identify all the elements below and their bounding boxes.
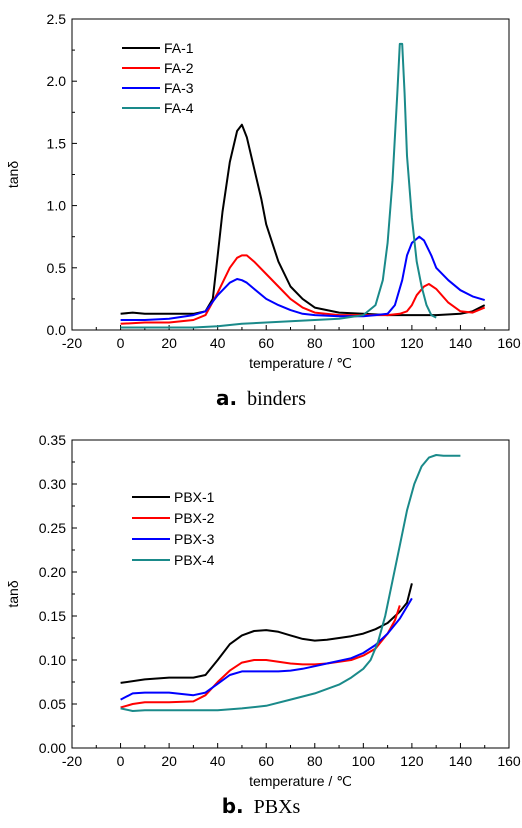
x-tick-label: 40: [210, 753, 226, 769]
x-tick-label: 0: [117, 335, 125, 351]
legend-label: FA-3: [164, 80, 194, 96]
legend-label: FA-4: [164, 100, 194, 116]
x-tick-label: 20: [161, 335, 177, 351]
y-tick-label: 1.5: [47, 135, 67, 151]
y-tick-label: 0.10: [39, 652, 66, 668]
series-line-pbx-3: [120, 597, 413, 701]
caption-a: a. binders: [0, 386, 522, 411]
series-line-fa-1: [120, 123, 486, 317]
caption-b: b. PBXs: [0, 794, 522, 819]
y-tick-label: 0.00: [39, 740, 66, 756]
x-tick-label: 100: [352, 335, 376, 351]
y-tick-label: 0.05: [39, 696, 66, 712]
legend-label: PBX-1: [174, 489, 215, 505]
x-tick-label: -20: [62, 753, 82, 769]
x-tick-label: 60: [258, 335, 274, 351]
x-tick-label: 80: [307, 335, 323, 351]
y-tick-label: 0.20: [39, 564, 66, 580]
x-tick-label: 20: [161, 753, 177, 769]
x-tick-label: -20: [62, 335, 82, 351]
y-tick-label: 0.25: [39, 520, 66, 536]
y-tick-label: 1.0: [47, 198, 67, 214]
y-tick-label: 0.35: [39, 432, 66, 448]
x-tick-label: 160: [497, 335, 521, 351]
series-line-fa-4: [120, 42, 437, 329]
series-line-pbx-1: [120, 583, 413, 684]
chart-a: -20 0 20 40 60 80 100 120 140 160 0.0 0.5 1.0 1.5 2.0 2…: [5, 11, 521, 371]
legend-label: PBX-3: [174, 531, 215, 547]
x-tick-label: 140: [449, 753, 473, 769]
series-line-pbx-4: [120, 454, 461, 712]
chart-b: -20 0 20 40 60 80 100 120 140 160 0.00 0.05 0.10 0.15…: [5, 432, 521, 789]
x-tick-label: 100: [352, 753, 376, 769]
x-tick-label: 0: [117, 753, 125, 769]
caption-b-letter: b.: [221, 794, 244, 818]
y-tick-label: 0.0: [47, 322, 67, 338]
plot-frame: [71, 18, 510, 331]
x-axis-label: temperature / ℃: [249, 355, 352, 371]
x-axis-label: temperature / ℃: [249, 773, 352, 789]
legend-label: PBX-4: [174, 552, 215, 568]
caption-a-letter: a.: [216, 386, 238, 410]
x-tick-label: 80: [307, 753, 323, 769]
caption-a-text: binders: [247, 388, 306, 410]
x-tick-label: 120: [400, 335, 424, 351]
y-axis-label: tanδ: [5, 580, 21, 607]
y-tick-label: 0.30: [39, 476, 66, 492]
y-tick-label: 2.5: [47, 11, 67, 27]
legend-label: FA-2: [164, 60, 194, 76]
legend-label: PBX-2: [174, 510, 215, 526]
legend-label: FA-1: [164, 40, 194, 56]
x-tick-label: 140: [449, 335, 473, 351]
series-line-fa-3: [120, 235, 485, 321]
y-tick-label: 2.0: [47, 73, 67, 89]
x-tick-label: 60: [258, 753, 274, 769]
x-tick-label: 120: [400, 753, 424, 769]
y-tick-label: 0.5: [47, 260, 67, 276]
plot-frame: [71, 439, 510, 749]
x-tick-label: 40: [210, 335, 226, 351]
x-tick-label: 160: [497, 753, 521, 769]
y-axis-label: tanδ: [5, 161, 21, 188]
series-line-pbx-2: [120, 605, 401, 709]
caption-b-text: PBXs: [253, 796, 301, 818]
y-tick-label: 0.15: [39, 608, 66, 624]
